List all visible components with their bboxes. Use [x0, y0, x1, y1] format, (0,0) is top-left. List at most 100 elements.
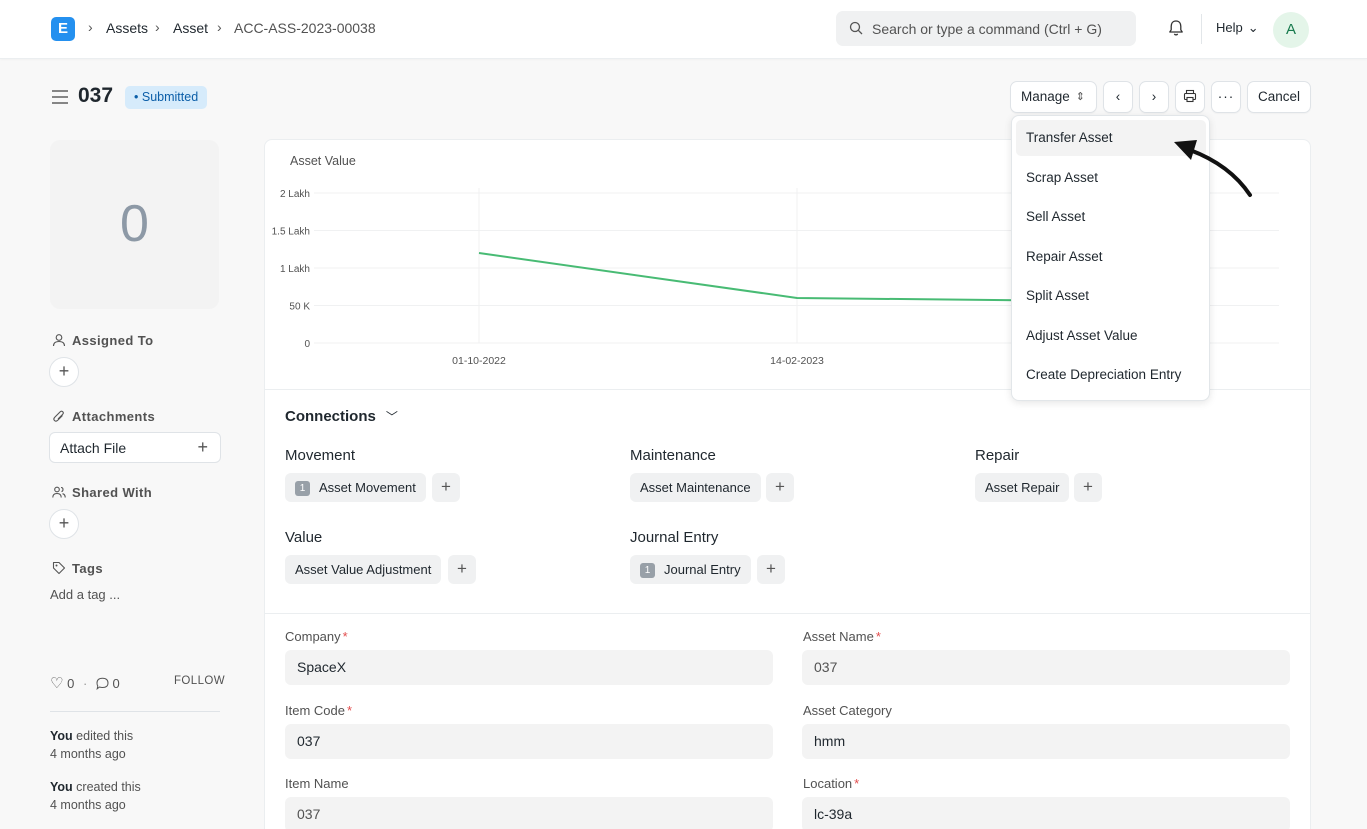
- asset-image-placeholder[interactable]: 0: [50, 140, 219, 309]
- menu-item-sell-asset[interactable]: Sell Asset: [1026, 209, 1086, 224]
- company-field[interactable]: SpaceX: [285, 650, 773, 685]
- activity-time: 4 months ago: [50, 798, 126, 812]
- comments-count: 0: [112, 676, 120, 691]
- search-input[interactable]: Search or type a command (Ctrl + G): [872, 21, 1102, 37]
- connection-label: Asset Movement: [319, 480, 416, 495]
- previous-record-button[interactable]: ‹: [1103, 81, 1133, 113]
- location-label: Location *: [803, 776, 860, 791]
- add-asset-maintenance-button[interactable]: +: [766, 473, 794, 502]
- chevron-up-icon[interactable]: ﹀: [385, 410, 398, 424]
- add-asset-repair-button[interactable]: +: [1074, 473, 1102, 502]
- breadcrumb-assets[interactable]: Assets: [106, 20, 149, 36]
- connection-group-title: Journal Entry: [630, 529, 719, 546]
- print-button[interactable]: [1175, 81, 1205, 113]
- activity-time: 4 months ago: [50, 747, 126, 761]
- connection-link-asset-maintenance[interactable]: Asset Maintenance: [630, 473, 761, 502]
- connection-link-journal-entry[interactable]: 1 Journal Entry: [630, 555, 751, 584]
- help-dropdown[interactable]: Help ⌄: [1216, 20, 1259, 36]
- location-field[interactable]: lc-39a: [802, 797, 1290, 829]
- likes-comments: ♡ 0 · 0: [50, 674, 120, 692]
- x-tick-label: 14-02-2023: [770, 355, 824, 367]
- notification-bell-icon[interactable]: [1166, 18, 1186, 38]
- add-assignee-button[interactable]: +: [49, 357, 79, 387]
- activity-item: You created this 4 months ago: [50, 778, 141, 814]
- series-line: [478, 252, 1025, 302]
- chart-title: Asset Value: [290, 154, 356, 168]
- manage-button[interactable]: Manage ⇕: [1010, 81, 1097, 113]
- item-code-label: Item Code *: [285, 703, 353, 718]
- cancel-button[interactable]: Cancel: [1247, 81, 1311, 113]
- ellipsis-icon: ···: [1217, 89, 1235, 104]
- comment-icon[interactable]: [96, 677, 109, 691]
- heart-icon[interactable]: ♡: [50, 675, 64, 692]
- item-name-field[interactable]: 037: [285, 797, 773, 829]
- search-icon: [849, 21, 863, 35]
- add-tag-link[interactable]: Add a tag ...: [50, 587, 121, 602]
- add-asset-movement-button[interactable]: +: [432, 473, 460, 502]
- connection-group-title: Maintenance: [630, 447, 716, 464]
- attachments-label: Attachments: [72, 409, 156, 424]
- connections-title: Connections: [285, 408, 376, 425]
- field-label: Location: [803, 776, 853, 791]
- chevron-down-icon: ⌄: [1247, 20, 1259, 35]
- chevron-right-icon: ›: [155, 19, 160, 35]
- connections-header[interactable]: Connections ﹀: [285, 408, 398, 425]
- connection-link-asset-movement[interactable]: 1 Asset Movement: [285, 473, 426, 502]
- y-tick-label: 0: [304, 339, 310, 350]
- item-code-field[interactable]: 037: [285, 724, 773, 759]
- menu-item-split-asset[interactable]: Split Asset: [1026, 288, 1090, 303]
- menu-item-adjust-asset-value[interactable]: Adjust Asset Value: [1026, 328, 1138, 343]
- menu-item-repair-asset[interactable]: Repair Asset: [1026, 249, 1103, 264]
- add-asset-value-adjustment-button[interactable]: +: [448, 555, 476, 584]
- connection-group-title: Repair: [975, 447, 1020, 464]
- y-tick-label: 50 K: [289, 302, 310, 313]
- connection-link-asset-value-adjustment[interactable]: Asset Value Adjustment: [285, 555, 442, 584]
- attachments-section: Attachments: [52, 409, 155, 424]
- activity-user: You: [50, 729, 73, 743]
- asset-name-field[interactable]: 037: [802, 650, 1290, 685]
- menu-item-scrap-asset[interactable]: Scrap Asset: [1026, 170, 1099, 185]
- activity-action: created this: [76, 780, 141, 794]
- activity-user: You: [50, 780, 73, 794]
- breadcrumb-current[interactable]: ACC-ASS-2023-00038: [234, 20, 376, 36]
- activity-action: edited this: [76, 729, 134, 743]
- printer-icon: [1183, 89, 1197, 103]
- next-record-button[interactable]: ›: [1139, 81, 1169, 113]
- tags-section: Tags: [52, 561, 103, 576]
- follow-button[interactable]: FOLLOW: [174, 675, 225, 687]
- connection-group-title: Value: [285, 529, 323, 546]
- asset-value-chart: 2 Lakh 1.5 Lakh 1 Lakh 50 K 0 01-10-2022 14-02…: [272, 188, 1279, 367]
- assigned-to-label: Assigned To: [72, 333, 154, 348]
- add-journal-entry-button[interactable]: +: [757, 555, 785, 584]
- connection-label: Journal Entry: [664, 562, 741, 577]
- help-label: Help: [1216, 20, 1243, 35]
- user-avatar[interactable]: A: [1273, 12, 1309, 48]
- activity-item: You edited this 4 months ago: [50, 727, 133, 763]
- y-tick-label: 1 Lakh: [280, 264, 310, 275]
- sort-chevrons-icon: ⇕: [1075, 91, 1085, 103]
- y-tick-label: 1.5 Lakh: [272, 227, 310, 238]
- manage-label: Manage: [1021, 89, 1070, 104]
- asset-category-field[interactable]: hmm: [802, 724, 1290, 759]
- asset-name-label: Asset Name *: [803, 629, 881, 644]
- breadcrumb-asset[interactable]: Asset: [173, 20, 209, 36]
- app-logo[interactable]: E: [51, 17, 75, 41]
- menu-item-create-depreciation-entry[interactable]: Create Depreciation Entry: [1026, 367, 1182, 382]
- attach-file-button[interactable]: Attach File +: [49, 432, 221, 463]
- search-bar[interactable]: Search or type a command (Ctrl + G): [836, 11, 1136, 46]
- navbar: E › Assets › Asset › ACC-ASS-2023-00038 …: [0, 0, 1367, 59]
- status-badge: • Submitted: [125, 86, 208, 109]
- likes-count: 0: [67, 676, 75, 691]
- sidebar-divider: [50, 711, 220, 712]
- field-label: Company: [285, 629, 341, 644]
- sidebar-toggle-icon[interactable]: [51, 89, 69, 105]
- chevron-left-icon: ‹: [1115, 89, 1121, 104]
- assigned-to-section: Assigned To: [52, 333, 153, 348]
- connection-link-asset-repair[interactable]: Asset Repair: [975, 473, 1070, 502]
- more-actions-button[interactable]: ···: [1211, 81, 1241, 113]
- section-divider: [265, 389, 1310, 390]
- chevron-right-icon: ›: [88, 19, 93, 35]
- navbar-divider: [1201, 14, 1202, 44]
- add-share-button[interactable]: +: [49, 509, 79, 539]
- menu-item-transfer-asset[interactable]: Transfer Asset: [1016, 120, 1206, 156]
